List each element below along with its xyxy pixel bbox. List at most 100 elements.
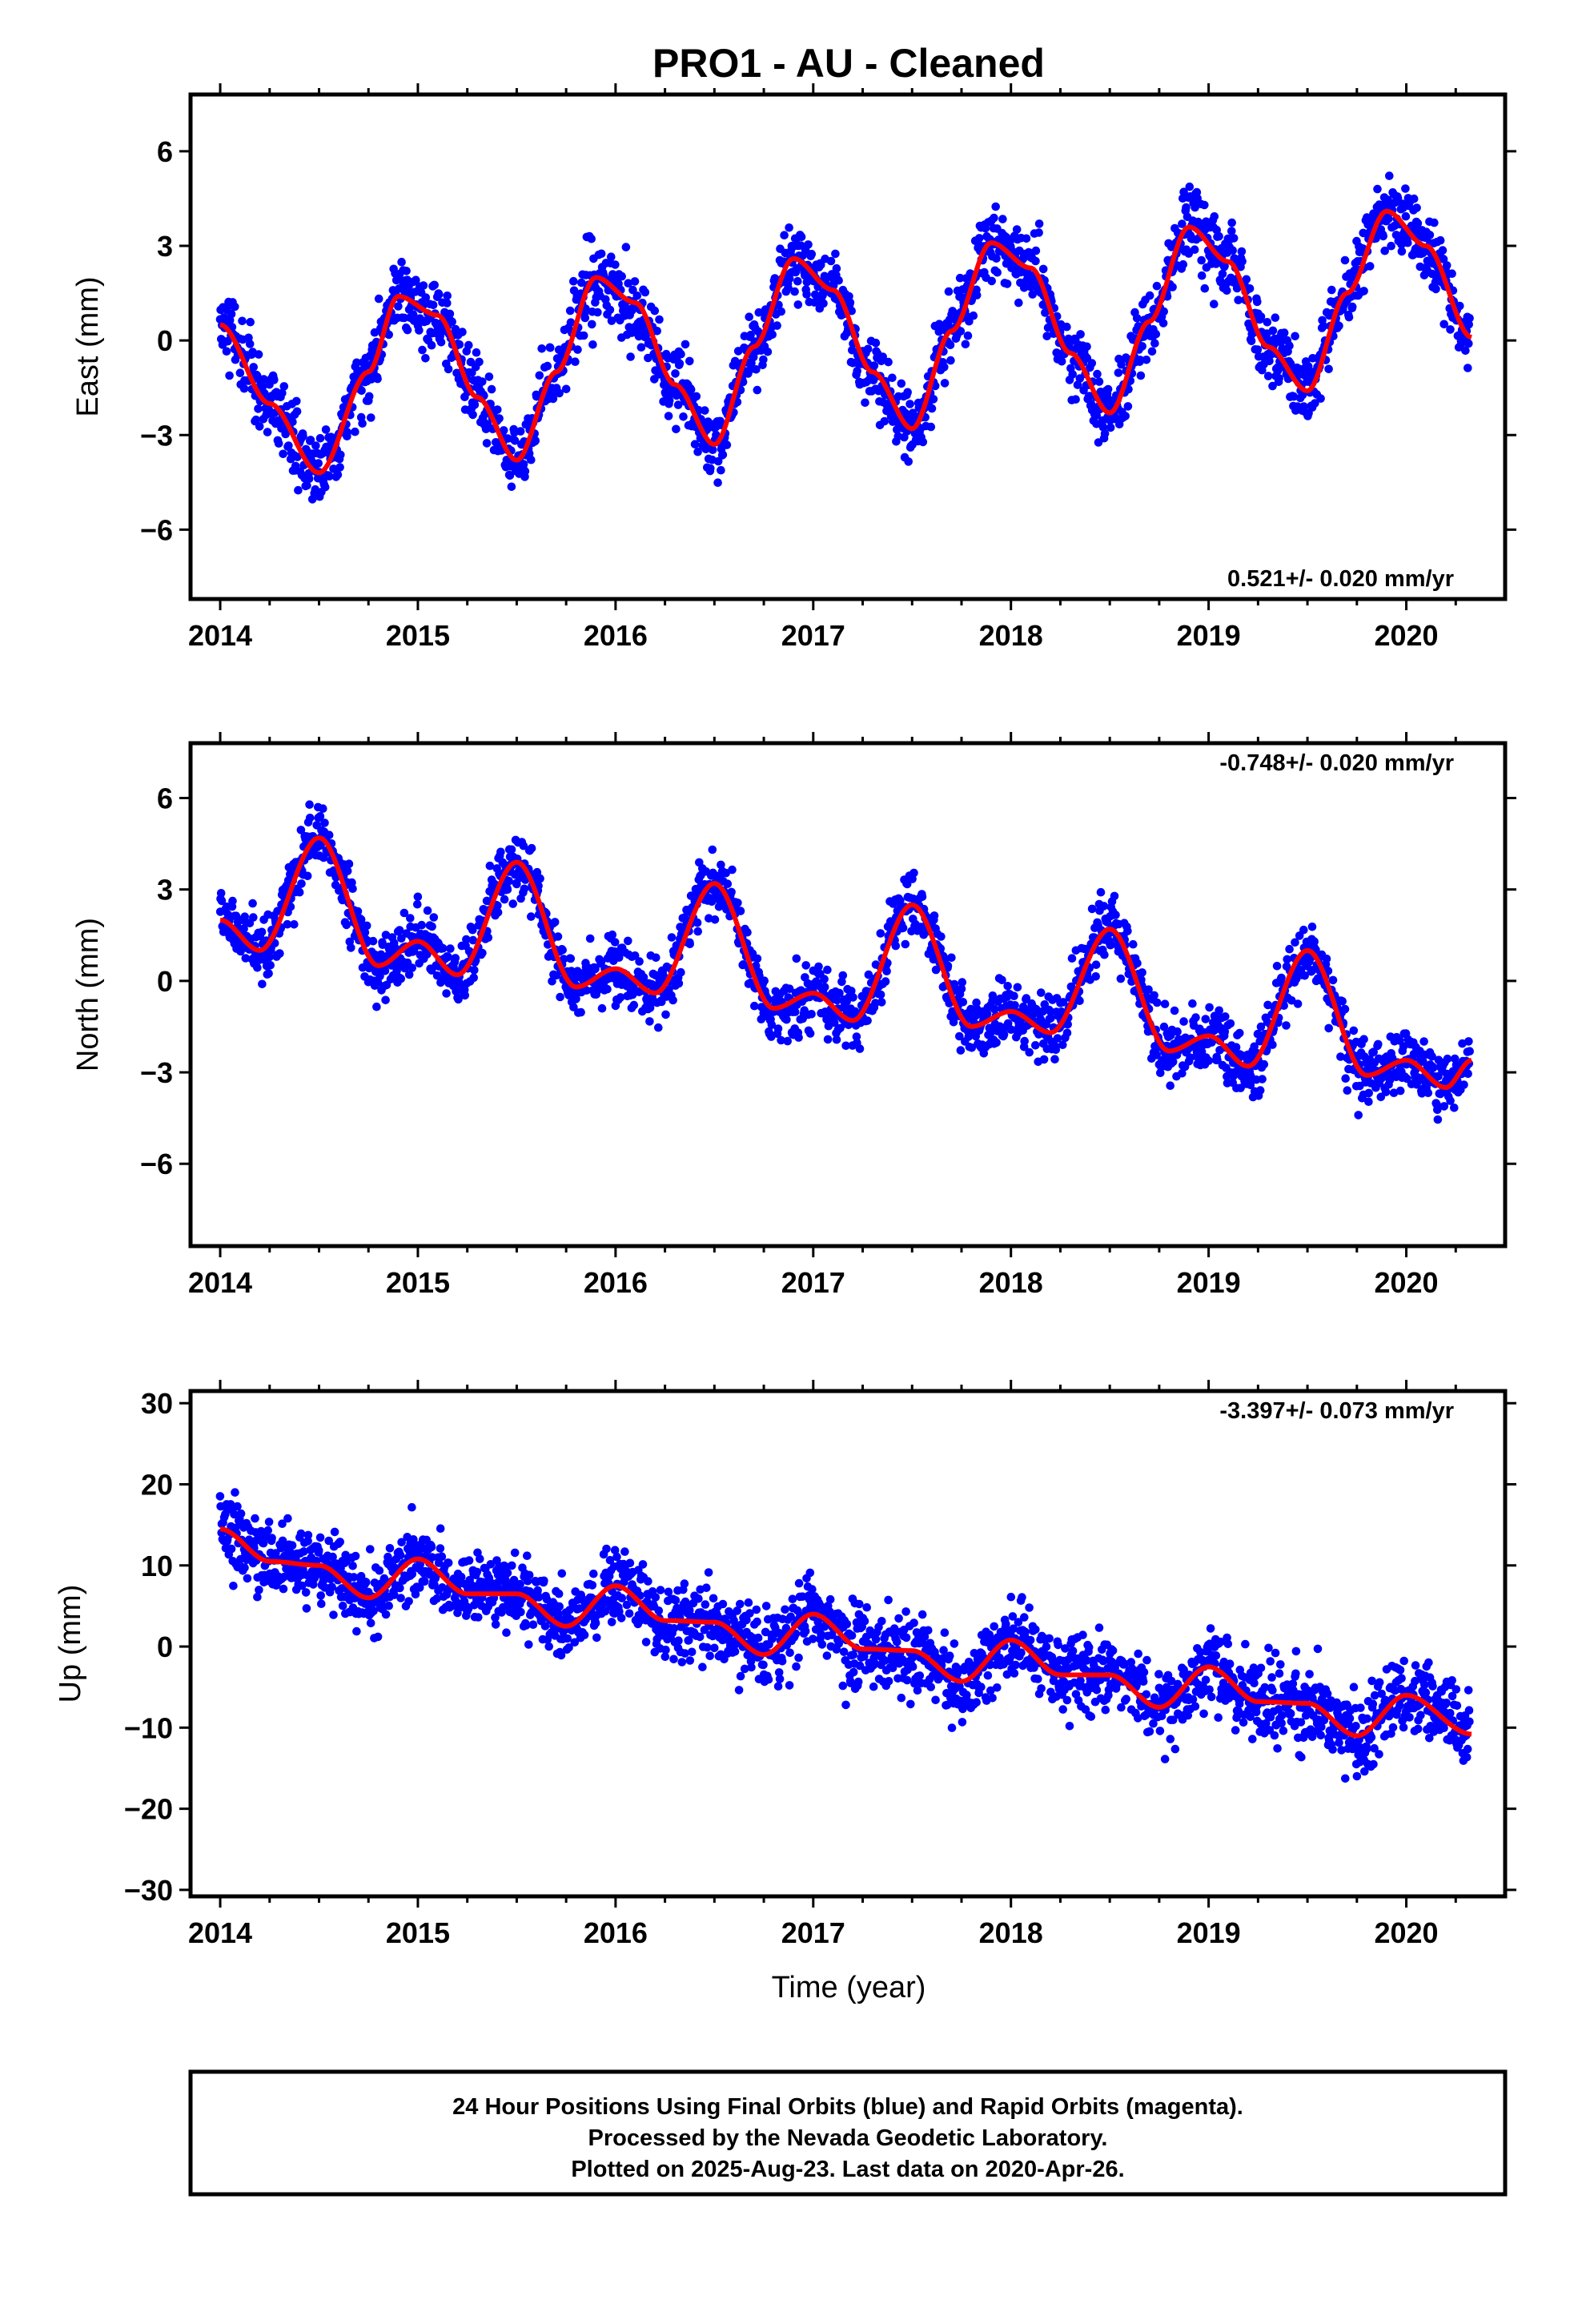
east-data-point [940, 363, 949, 372]
north-data-point [1343, 1086, 1352, 1095]
east-data-point [1150, 339, 1159, 348]
north-data-point [1395, 1086, 1405, 1096]
east-data-point [482, 439, 492, 448]
east-data-point [495, 414, 504, 423]
north-data-point [507, 845, 516, 854]
east-data-point [1057, 357, 1066, 366]
east-data-point [1124, 384, 1133, 394]
east-data-point [443, 299, 452, 308]
east-data-point [520, 467, 530, 476]
up-data-point [444, 1558, 453, 1567]
east-data-point [1197, 271, 1207, 280]
north-data-point [876, 929, 885, 938]
east-data-point [427, 340, 436, 350]
east-data-point [730, 356, 740, 366]
east-data-point [628, 285, 637, 295]
north-data-point [305, 814, 315, 822]
east-data-point [315, 434, 325, 443]
east-data-point [418, 345, 427, 355]
north-data-point [360, 927, 370, 937]
east-data-point [807, 249, 817, 259]
east-data-point [487, 384, 496, 394]
east-data-point [493, 405, 502, 414]
north-data-point [1037, 988, 1046, 997]
north-data-point [1010, 1001, 1019, 1010]
east-data-point [279, 449, 287, 459]
east-y-axis-label: East (mm) [71, 276, 105, 416]
east-data-point [588, 340, 597, 349]
east-data-point [863, 344, 873, 354]
east-data-point [428, 300, 438, 310]
east-data-point [351, 427, 359, 436]
north-data-point [1272, 962, 1282, 971]
east-data-point [311, 441, 320, 450]
north-data-point [585, 934, 595, 943]
north-data-point [917, 892, 927, 901]
north-data-point [629, 1000, 639, 1010]
east-data-point [436, 338, 446, 347]
east-data-point [1152, 281, 1162, 291]
east-x-tick-label: 2017 [781, 619, 845, 652]
north-data-point [882, 967, 891, 975]
east-data-point [284, 441, 293, 450]
east-data-point [294, 485, 303, 495]
north-data-point [536, 874, 544, 883]
north-data-point [1259, 1059, 1269, 1069]
north-data-point [265, 952, 274, 962]
north-data-point [805, 1029, 815, 1038]
east-data-point [1228, 246, 1237, 255]
north-data-point [999, 1030, 1009, 1039]
north-data-point [1160, 999, 1170, 1008]
up-data-point [227, 1544, 236, 1554]
east-data-point [1253, 297, 1262, 307]
north-data-point [591, 964, 600, 974]
north-data-point [1123, 927, 1132, 935]
north-data-point [228, 896, 237, 906]
north-data-point [297, 879, 306, 888]
east-y-tick-label: −3 [140, 419, 173, 452]
north-data-point [1324, 1023, 1333, 1033]
north-data-point [1166, 1081, 1174, 1090]
north-data-point [820, 983, 829, 991]
north-data-point [1374, 1039, 1383, 1049]
east-data-point [692, 392, 701, 401]
east-data-point [443, 292, 452, 300]
east-data-point [1268, 326, 1278, 336]
east-x-tick-label: 2019 [1177, 619, 1241, 652]
north-data-point [305, 800, 314, 809]
east-data-point [321, 425, 331, 434]
north-data-point [863, 1016, 872, 1025]
east-data-point [1100, 429, 1110, 438]
north-data-point [342, 920, 351, 930]
east-data-point [231, 302, 239, 312]
east-data-point [993, 267, 1002, 277]
east-data-point [1220, 261, 1229, 271]
east-y-tick-label: 6 [157, 135, 173, 168]
east-data-point [1464, 320, 1473, 329]
north-data-point [319, 853, 328, 862]
north-data-point [1231, 1043, 1241, 1051]
north-data-point [478, 948, 487, 958]
north-data-point [1310, 937, 1319, 946]
north-data-point [896, 896, 905, 905]
east-data-point [358, 419, 367, 428]
east-data-point [464, 340, 473, 350]
east-data-point [1215, 231, 1223, 241]
east-data-point [445, 309, 455, 319]
east-data-point [472, 348, 481, 357]
north-data-point [596, 957, 606, 966]
north-data-point [1153, 998, 1162, 1007]
east-data-point [555, 388, 564, 398]
north-data-point [739, 960, 748, 969]
north-data-point [1179, 1017, 1188, 1026]
up-data-point [329, 1610, 338, 1619]
north-data-point [943, 961, 953, 971]
east-data-point [507, 482, 516, 492]
north-data-point [257, 927, 267, 937]
up-data-point [287, 1541, 297, 1550]
north-data-point [380, 967, 390, 975]
north-data-point [1226, 1019, 1235, 1028]
north-data-point [1359, 1035, 1368, 1043]
north-data-point [249, 913, 258, 922]
north-data-point [1220, 1027, 1230, 1036]
